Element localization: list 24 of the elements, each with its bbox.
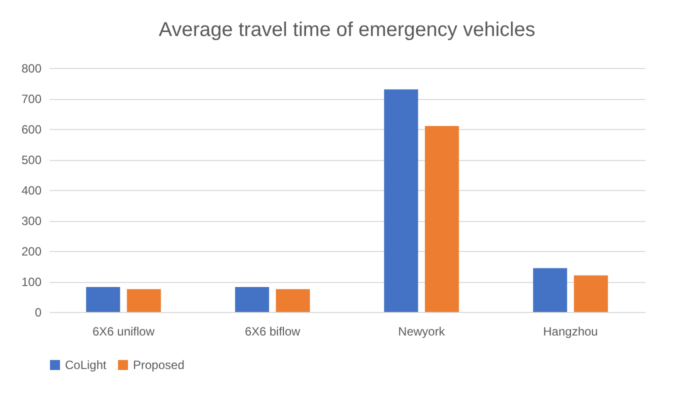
y-tick-label: 800 bbox=[21, 62, 42, 76]
x-tick-label: Hangzhou bbox=[543, 324, 598, 338]
bar bbox=[235, 286, 270, 312]
y-tick-label: 0 bbox=[34, 306, 42, 320]
bar bbox=[424, 126, 459, 312]
y-tick-label: 400 bbox=[21, 184, 42, 198]
y-tick-label: 700 bbox=[21, 92, 42, 106]
bar bbox=[86, 286, 120, 312]
chart-title: Average travel time of emergency vehicles bbox=[158, 19, 536, 41]
bar bbox=[126, 289, 161, 312]
bar bbox=[574, 275, 608, 312]
y-tick-label: 600 bbox=[21, 122, 42, 136]
x-tick-label: 6X6 biflow bbox=[244, 324, 301, 338]
x-tick-label: 6X6 uniflow bbox=[92, 324, 155, 338]
legend-label: Proposed bbox=[133, 358, 184, 372]
legend-label: CoLight bbox=[65, 358, 108, 372]
y-tick-label: 300 bbox=[21, 214, 42, 228]
x-tick-label: Newyork bbox=[398, 324, 446, 338]
bar bbox=[384, 89, 418, 312]
bar bbox=[533, 268, 568, 312]
y-tick-label: 100 bbox=[21, 275, 42, 289]
y-tick-label: 500 bbox=[21, 153, 42, 167]
y-tick-label: 200 bbox=[21, 244, 42, 258]
bar bbox=[276, 289, 310, 312]
